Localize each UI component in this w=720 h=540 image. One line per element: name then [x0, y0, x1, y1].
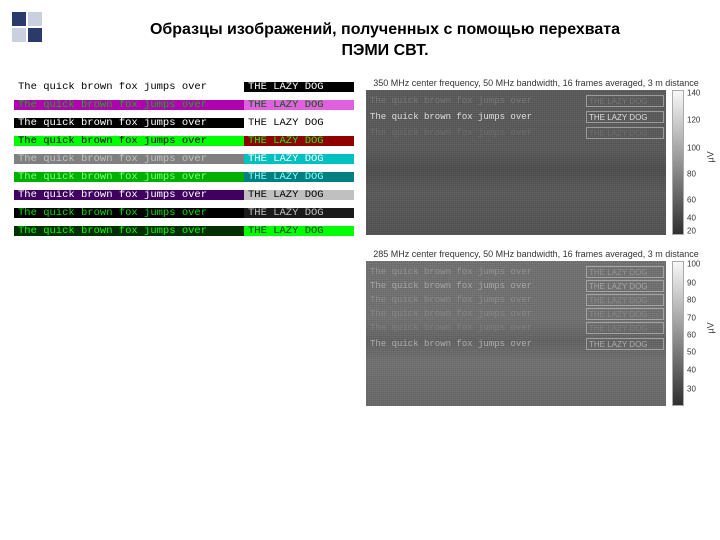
capture-title: 350 MHz center frequency, 50 MHz bandwid… [366, 78, 706, 88]
sample-row: The quick brown fox jumps overTHE LAZY D… [14, 96, 354, 114]
capture-text-box: THE LAZY DOG [586, 127, 664, 139]
sample-left-text: The quick brown fox jumps over [14, 172, 244, 183]
capture-text-box: THE LAZY DOG [586, 280, 664, 292]
colorbar-tick-label: 140 [687, 88, 700, 97]
capture-text-box: THE LAZY DOG [586, 111, 664, 123]
capture-285mhz: 285 MHz center frequency, 50 MHz bandwid… [366, 249, 706, 406]
sample-row: The quick brown fox jumps overTHE LAZY D… [14, 150, 354, 168]
capture-body: The quick brown fox jumps overTHE LAZY D… [366, 261, 706, 406]
sample-row: The quick brown fox jumps overTHE LAZY D… [14, 132, 354, 150]
colorbar-tick-label: 50 [687, 348, 696, 357]
sample-right-text: THE LAZY DOG [244, 118, 354, 129]
colorbar-tick-label: 80 [687, 170, 696, 179]
capture-text-box: THE LAZY DOG [586, 294, 664, 306]
slide-corner-decoration [12, 12, 42, 42]
colorbar-unit: µV [705, 322, 715, 333]
sample-row: The quick brown fox jumps overTHE LAZY D… [14, 204, 354, 222]
colorbar-tick-label: 20 [687, 226, 696, 235]
colorbar-tick-label: 100 [687, 144, 700, 153]
colorbar-tick-label: 100 [687, 259, 700, 268]
captured-images-panel: 350 MHz center frequency, 50 MHz bandwid… [366, 78, 706, 406]
sample-row: The quick brown fox jumps overTHE LAZY D… [14, 222, 354, 240]
capture-image: The quick brown fox jumps overTHE LAZY D… [366, 261, 666, 406]
sample-left-text: The quick brown fox jumps over [14, 226, 244, 237]
colorbar-tick-label: 60 [687, 330, 696, 339]
sample-right-text: THE LAZY DOG [244, 136, 354, 147]
colorbar-tick-label: 80 [687, 296, 696, 305]
colorbar-ticks: 100 90 80 70 60 50 40 30 [684, 261, 706, 406]
sample-row: The quick brown fox jumps overTHE LAZY D… [14, 114, 354, 132]
sample-right-text: THE LAZY DOG [244, 100, 354, 111]
original-samples-panel: The quick brown fox jumps overTHE LAZY D… [14, 78, 354, 406]
sample-right-text: THE LAZY DOG [244, 226, 354, 237]
colorbar-tick-label: 40 [687, 213, 696, 222]
capture-text-box: THE LAZY DOG [586, 266, 664, 278]
sample-left-text: The quick brown fox jumps over [14, 136, 244, 147]
sample-right-text: THE LAZY DOG [244, 154, 354, 165]
sample-left-text: The quick brown fox jumps over [14, 118, 244, 129]
capture-body: The quick brown fox jumps overTHE LAZY D… [366, 90, 706, 235]
sample-left-text: The quick brown fox jumps over [14, 208, 244, 219]
colorbar-tick-label: 70 [687, 313, 696, 322]
capture-text-box: THE LAZY DOG [586, 308, 664, 320]
capture-350mhz: 350 MHz center frequency, 50 MHz bandwid… [366, 78, 706, 235]
sample-row: The quick brown fox jumps overTHE LAZY D… [14, 186, 354, 204]
colorbar: 14012010080604020µV [672, 90, 706, 235]
sample-left-text: The quick brown fox jumps over [14, 100, 244, 111]
capture-title: 285 MHz center frequency, 50 MHz bandwid… [366, 249, 706, 259]
sample-right-text: THE LAZY DOG [244, 208, 354, 219]
sample-right-text: THE LAZY DOG [244, 172, 354, 183]
sample-row: The quick brown fox jumps overTHE LAZY D… [14, 168, 354, 186]
colorbar-tick-label: 30 [687, 384, 696, 393]
colorbar-tick-label: 90 [687, 278, 696, 287]
title-line-1: Образцы изображений, полученных с помощь… [80, 20, 690, 41]
sample-right-text: THE LAZY DOG [244, 190, 354, 201]
sample-right-text: THE LAZY DOG [244, 82, 354, 93]
sample-left-text: The quick brown fox jumps over [14, 190, 244, 201]
slide-title: Образцы изображений, полученных с помощь… [80, 20, 690, 62]
capture-text-box: THE LAZY DOG [586, 338, 664, 350]
sample-left-text: The quick brown fox jumps over [14, 82, 244, 93]
capture-text-box: THE LAZY DOG [586, 95, 664, 107]
colorbar-tick-label: 120 [687, 116, 700, 125]
colorbar-tick-label: 60 [687, 196, 696, 205]
sample-left-text: The quick brown fox jumps over [14, 154, 244, 165]
capture-image: The quick brown fox jumps overTHE LAZY D… [366, 90, 666, 235]
capture-text-box: THE LAZY DOG [586, 322, 664, 334]
sample-text-table: The quick brown fox jumps overTHE LAZY D… [14, 78, 354, 240]
colorbar-gradient [672, 261, 684, 406]
colorbar-ticks: 140 120 100 80 60 40 20 [684, 90, 706, 235]
colorbar-tick-label: 40 [687, 365, 696, 374]
sample-row: The quick brown fox jumps overTHE LAZY D… [14, 78, 354, 96]
colorbar-unit: µV [705, 151, 715, 162]
title-line-2: ПЭМИ СВТ. [80, 41, 690, 62]
content-area: The quick brown fox jumps overTHE LAZY D… [14, 78, 706, 406]
colorbar-gradient [672, 90, 684, 235]
colorbar: 10090807060504030µV [672, 261, 706, 406]
